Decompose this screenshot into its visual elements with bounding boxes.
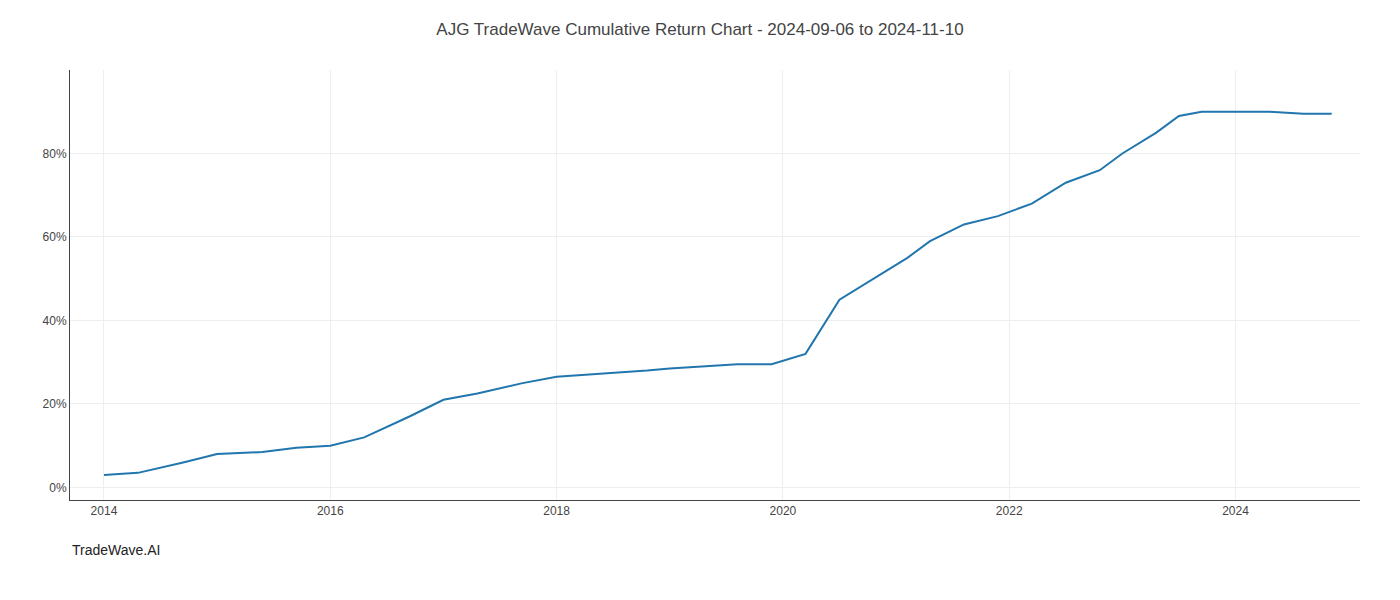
svg-text:2014: 2014 [91, 504, 118, 518]
svg-text:2020: 2020 [770, 504, 797, 518]
svg-text:2022: 2022 [996, 504, 1023, 518]
svg-text:2024: 2024 [1222, 504, 1249, 518]
svg-text:40%: 40% [43, 314, 67, 328]
svg-text:0%: 0% [49, 481, 67, 495]
svg-text:AJG TradeWave Cumulative Retur: AJG TradeWave Cumulative Return Chart - … [436, 20, 963, 39]
svg-text:2016: 2016 [317, 504, 344, 518]
svg-text:2018: 2018 [543, 504, 570, 518]
svg-text:20%: 20% [43, 397, 67, 411]
svg-text:80%: 80% [43, 147, 67, 161]
svg-text:TradeWave.AI: TradeWave.AI [72, 542, 160, 558]
svg-text:60%: 60% [43, 230, 67, 244]
